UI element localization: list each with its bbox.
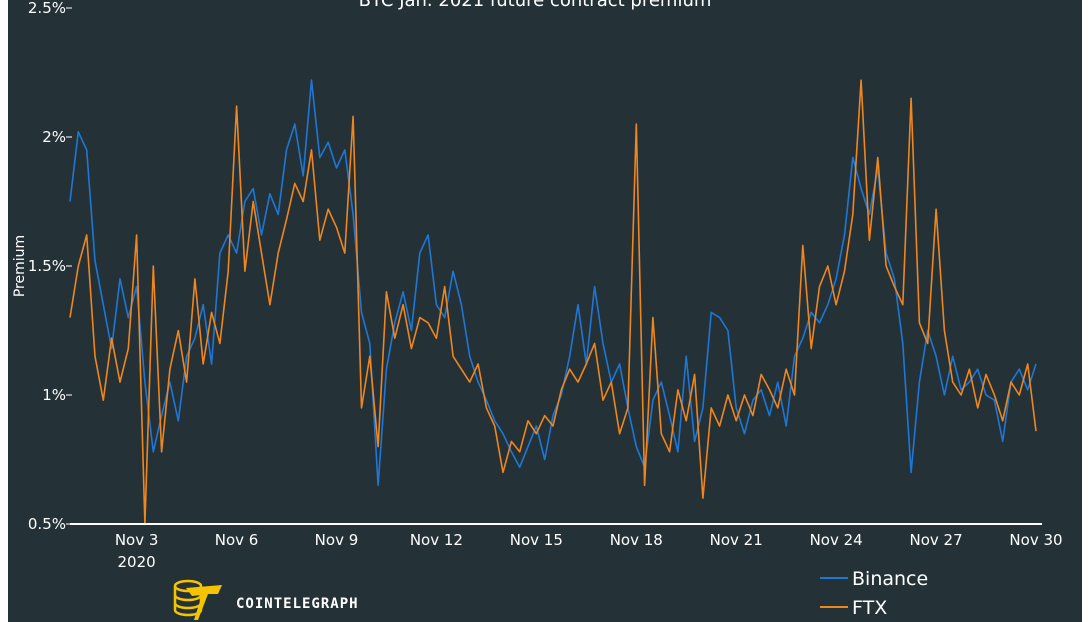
chart-canvas: 0.5% 1% 1.5% 2% 2.5% Nov 3 2020 Nov 6 Nov 9 Nov … [8,0,1082,622]
x-tick-label: Nov 12 [410,531,463,549]
legend[interactable]: Binance FTX [820,568,928,619]
y-tick-label: 0.5% [28,515,66,533]
y-tick-label: 2.5% [28,0,66,17]
x-tick-label: Nov 24 [810,531,863,549]
y-tick-label: 2% [42,128,66,146]
legend-item-binance[interactable]: Binance [820,568,928,590]
cointelegraph-watermark: COINTELEGRAPH [173,579,359,620]
x-tick-label: Nov 9 [315,531,359,549]
y-tick-label: 1% [42,386,66,404]
x-tick-label: Nov 18 [610,531,663,549]
legend-item-ftx[interactable]: FTX [820,597,887,619]
x-tick-label: Nov 3 [115,531,159,549]
x-tick-label: Nov 21 [710,531,763,549]
legend-label: FTX [852,597,887,619]
x-axis: Nov 3 2020 Nov 6 Nov 9 Nov 12 Nov 15 Nov 18 Nov… [115,531,1063,571]
y-axis: 0.5% 1% 1.5% 2% 2.5% [28,0,72,533]
x-tick-label: Nov 27 [909,531,962,549]
x-tick-year-label: 2020 [118,553,156,571]
x-tick-label: Nov 15 [510,531,563,549]
series-lines [69,79,1037,525]
series-line-ftx [69,79,1037,525]
y-tick-label: 1.5% [28,257,66,275]
y-axis-label: Premium [12,235,28,297]
x-tick-label: Nov 30 [1009,531,1062,549]
cointelegraph-wordmark: COINTELEGRAPH [236,596,359,612]
x-tick-label: Nov 6 [215,531,259,549]
legend-label: Binance [852,568,928,590]
cointelegraph-logo-icon [173,579,222,620]
chart-title: BTC Jan. 2021 future contract premium [359,0,712,11]
